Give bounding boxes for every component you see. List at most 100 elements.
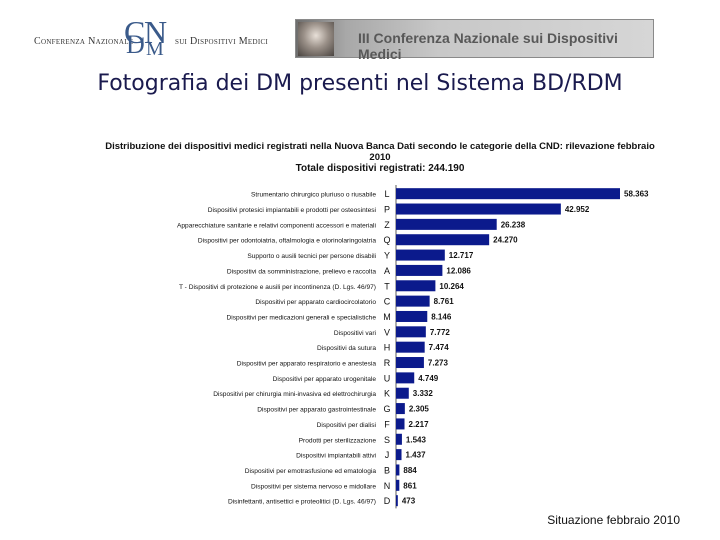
cnd-code-label: V [384, 327, 390, 337]
cnd-code-label: U [384, 373, 391, 383]
data-label: 42.952 [565, 205, 590, 214]
conference-banner: III Conferenza Nazionale sui Dispositivi… [295, 19, 654, 62]
category-label: Dispositivi per apparato cardiocircolato… [255, 299, 376, 306]
org-name-left: Conferenza Nazionale [34, 36, 134, 47]
category-label: Dispositivi per chirurgia mini-invasiva … [213, 391, 376, 398]
cnd-code-label: Z [384, 220, 390, 230]
category-label: Dispositivi da sutura [317, 345, 376, 352]
category-label: Prodotti per sterilizzazione [299, 437, 377, 444]
data-label: 10.264 [439, 282, 464, 291]
bar [396, 326, 426, 338]
category-label: Supporto o ausili tecnici per persone di… [247, 253, 376, 260]
category-label: Dispositivi per apparato urogenitale [273, 376, 377, 383]
category-label: Apparecchiature sanitarie e relativi com… [177, 222, 377, 229]
cnd-code-label: F [384, 419, 390, 429]
bar [396, 418, 405, 430]
data-label: 2.305 [409, 405, 430, 414]
data-label: 1.437 [406, 451, 427, 460]
cnd-code-label: D [384, 496, 391, 506]
cnd-code-label: R [384, 358, 391, 368]
data-label: 7.772 [430, 328, 451, 337]
bar [396, 403, 405, 415]
chart-title-line-2: 2010 [369, 152, 391, 163]
bar [396, 433, 402, 445]
data-label: 7.273 [428, 359, 449, 368]
cnd-code-label: S [384, 435, 390, 445]
bar [396, 188, 620, 200]
data-label: 7.474 [429, 343, 450, 352]
bar [396, 249, 445, 261]
bar [396, 464, 400, 476]
logo-letter-n: N [144, 14, 168, 50]
cnd-code-label: A [384, 266, 390, 276]
category-label: Dispositivi impiantabili attivi [296, 453, 376, 460]
data-label: 473 [402, 497, 416, 506]
cnd-code-label: M [383, 312, 391, 322]
bar [396, 234, 490, 246]
bar [396, 372, 415, 384]
data-label: 8.146 [431, 312, 452, 321]
cnd-code-label: J [385, 450, 390, 460]
bar [396, 218, 497, 230]
category-label: Dispositivi protesici impiantabili e pro… [208, 207, 377, 214]
bar [396, 449, 402, 461]
cnd-code-label: P [384, 205, 390, 215]
data-label: 4.749 [418, 374, 439, 383]
logo-letter-d: D [126, 30, 145, 59]
logo-letter-c: C [124, 14, 146, 50]
data-label: 3.332 [413, 389, 434, 398]
data-label: 8.761 [434, 297, 455, 306]
data-label: 12.086 [446, 266, 471, 275]
data-label: 26.238 [501, 220, 526, 229]
cnd-code-label: N [384, 481, 391, 491]
bar [396, 203, 561, 215]
bar [396, 264, 443, 276]
bar [396, 310, 428, 322]
cnd-code-label: B [384, 465, 390, 475]
data-label: 861 [403, 481, 417, 490]
bar [396, 387, 409, 399]
data-label: 12.717 [449, 251, 474, 260]
cnd-code-label: G [383, 404, 390, 414]
logo-letter-m: M [146, 38, 164, 60]
data-label: 1.543 [406, 435, 427, 444]
category-label: Disinfettanti, antisettici e proteolitic… [228, 499, 376, 506]
data-label: 884 [403, 466, 417, 475]
data-label: 24.270 [493, 236, 518, 245]
category-label: Dispositivi per apparato gastrointestina… [257, 407, 376, 414]
category-label: Dispositivi vari [334, 330, 377, 337]
category-label: Dispositivi per odontoiatria, oftalmolog… [198, 238, 376, 245]
banner-photo [298, 22, 334, 56]
bar [396, 295, 430, 307]
bar [396, 479, 400, 491]
cnd-code-label: Y [384, 251, 390, 261]
category-label: Dispositivi per dialisi [317, 422, 377, 429]
cnd-code-label: C [384, 297, 391, 307]
chart-title-line-1: Distribuzione dei dispositivi medici reg… [105, 141, 655, 152]
cnd-code-label: K [384, 389, 390, 399]
cnd-code-label: L [384, 189, 389, 199]
footer-note: Situazione febbraio 2010 [547, 513, 680, 527]
cnd-logo: C N D M [122, 14, 172, 60]
category-label: T - Dispositivi di protezione e ausili p… [179, 284, 376, 291]
cnd-code-label: Q [383, 235, 390, 245]
cnd-code-label: H [384, 343, 391, 353]
data-label: 58.363 [624, 190, 649, 199]
bar [396, 341, 425, 353]
chart-subtitle: Totale dispositivi registrati: 244.190 [295, 163, 465, 174]
bar [396, 495, 398, 507]
banner-title: III Conferenza Nazionale sui Dispositivi… [358, 30, 618, 62]
category-label: Dispositivi da somministrazione, preliev… [227, 268, 376, 275]
category-label: Dispositivi per medicazioni generali e s… [226, 314, 376, 321]
category-label: Dispositivi per apparato respiratorio e … [237, 361, 377, 368]
bar [396, 357, 424, 369]
cnd-code-label: T [384, 281, 390, 291]
category-label: Dispositivi per sistema nervoso e midoll… [251, 483, 376, 490]
category-label: Dispositivi per emotrasfusione ed ematol… [245, 468, 377, 475]
category-label: Strumentario chirurgico pluriuso o riusa… [251, 192, 376, 199]
page-title: Fotografia dei DM presenti nel Sistema B… [97, 71, 623, 96]
org-name-right: sui Dispositivi Medici [175, 36, 269, 47]
data-label: 2.217 [409, 420, 430, 429]
bar [396, 280, 436, 292]
